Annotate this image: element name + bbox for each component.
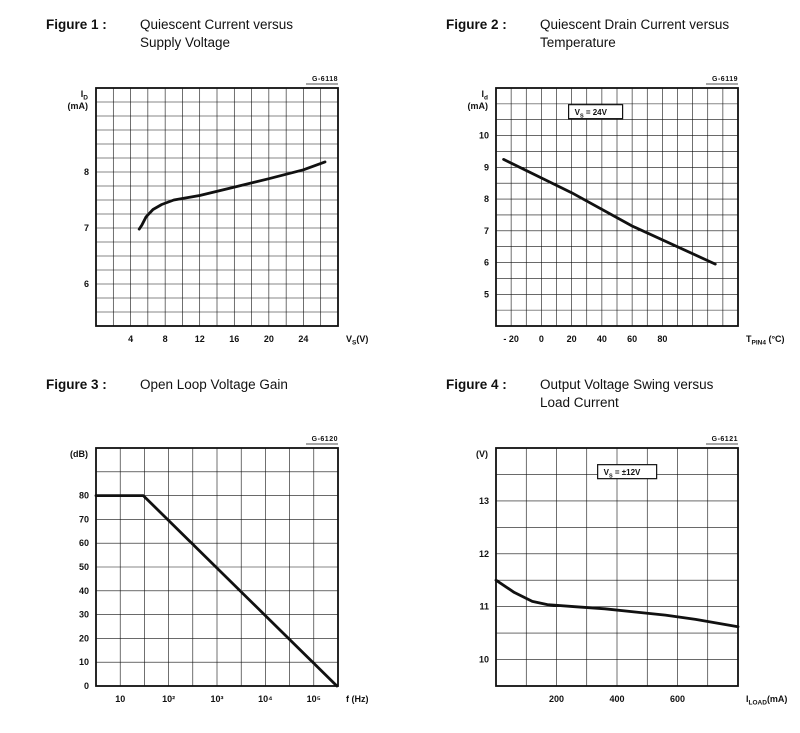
- svg-text:8: 8: [484, 194, 489, 204]
- svg-text:0: 0: [84, 681, 89, 691]
- figure-grid: Figure 1 : Quiescent Current versus Supp…: [0, 16, 800, 722]
- svg-text:6: 6: [84, 279, 89, 289]
- svg-text:6: 6: [484, 258, 489, 268]
- svg-text:20: 20: [567, 334, 577, 344]
- svg-text:12: 12: [195, 334, 205, 344]
- svg-text:40: 40: [79, 586, 89, 596]
- svg-text:10: 10: [79, 657, 89, 667]
- svg-text:200: 200: [549, 694, 564, 704]
- svg-text:7: 7: [484, 226, 489, 236]
- svg-text:600: 600: [670, 694, 685, 704]
- svg-text:(mA): (mA): [68, 101, 89, 111]
- svg-text:8: 8: [84, 167, 89, 177]
- svg-text:TPIN4 (°C): TPIN4 (°C): [746, 334, 785, 347]
- figure-2-chart: G-6119 Id(mA) 5 6 7 8 9 10 - 20 0 20 40 60 80 TPIN4 (°…: [468, 76, 785, 347]
- svg-text:60: 60: [79, 538, 89, 548]
- svg-text:- 20: - 20: [503, 334, 519, 344]
- svg-text:70: 70: [79, 514, 89, 524]
- figure-1-header: Figure 1 : Quiescent Current versus Supp…: [46, 16, 400, 60]
- svg-text:11: 11: [479, 602, 489, 612]
- svg-text:24: 24: [298, 334, 308, 344]
- figure-3-header: Figure 3 : Open Loop Voltage Gain: [46, 376, 400, 420]
- svg-text:10: 10: [115, 694, 125, 704]
- svg-text:G-6120: G-6120: [312, 436, 338, 443]
- svg-text:10²: 10²: [162, 694, 175, 704]
- svg-text:13: 13: [479, 496, 489, 506]
- svg-text:0: 0: [539, 334, 544, 344]
- figure-4: Figure 4 : Output Voltage Swing versus L…: [400, 376, 800, 722]
- svg-text:(V): (V): [476, 449, 488, 459]
- svg-text:Id: Id: [482, 89, 489, 102]
- svg-text:20: 20: [79, 633, 89, 643]
- figure-4-chart: G-6121 (V) 10 11 12 13 200 400 600 ILOAD(mA) VS = …: [476, 436, 787, 707]
- svg-text:9: 9: [484, 162, 489, 172]
- svg-text:4: 4: [128, 334, 133, 344]
- svg-text:80: 80: [79, 491, 89, 501]
- figure-2-header: Figure 2 : Quiescent Drain Current versu…: [446, 16, 800, 60]
- figure-1-label: Figure 1 :: [46, 17, 107, 32]
- svg-text:80: 80: [657, 334, 667, 344]
- svg-text:VS(V): VS(V): [346, 334, 368, 347]
- svg-text:60: 60: [627, 334, 637, 344]
- svg-text:10⁴: 10⁴: [258, 694, 272, 704]
- figure-3-title: Open Loop Voltage Gain: [140, 377, 288, 392]
- figure-1-title: Quiescent Current versus Supply Voltage: [140, 17, 294, 51]
- figure-3: Figure 3 : Open Loop Voltage Gain G-6120…: [0, 376, 400, 722]
- svg-text:10³: 10³: [210, 694, 223, 704]
- svg-text:40: 40: [597, 334, 607, 344]
- figure-2-title: Quiescent Drain Current versus Temperatu…: [540, 17, 730, 51]
- figure-2: Figure 2 : Quiescent Drain Current versu…: [400, 16, 800, 362]
- figure-3-label: Figure 3 :: [46, 377, 107, 392]
- svg-text:G-6119: G-6119: [712, 76, 738, 83]
- svg-text:50: 50: [79, 562, 89, 572]
- figure-2-label: Figure 2 :: [446, 17, 507, 32]
- svg-text:16: 16: [229, 334, 239, 344]
- svg-text:8: 8: [163, 334, 168, 344]
- figure-4-header: Figure 4 : Output Voltage Swing versus L…: [446, 376, 800, 420]
- svg-text:5: 5: [484, 289, 489, 299]
- svg-text:G-6118: G-6118: [312, 76, 338, 83]
- svg-text:ILOAD(mA): ILOAD(mA): [746, 694, 787, 707]
- svg-text:G-6121: G-6121: [712, 436, 738, 443]
- svg-text:400: 400: [609, 694, 624, 704]
- svg-text:f (Hz): f (Hz): [346, 694, 369, 704]
- svg-text:10: 10: [479, 655, 489, 665]
- svg-text:ID: ID: [81, 89, 89, 102]
- figure-4-title: Output Voltage Swing versus Load Current: [540, 377, 714, 411]
- svg-text:20: 20: [264, 334, 274, 344]
- svg-text:(dB): (dB): [70, 449, 88, 459]
- svg-text:30: 30: [79, 610, 89, 620]
- svg-text:12: 12: [479, 549, 489, 559]
- figure-4-label: Figure 4 :: [446, 377, 507, 392]
- figure-1-chart: G-6118 ID(mA) 6 7 8 4 8 12 16 20 24 VS(V): [68, 76, 369, 347]
- svg-text:VS = 24V: VS = 24V: [575, 108, 608, 120]
- svg-text:VS = ±12V: VS = ±12V: [604, 468, 641, 480]
- svg-text:(mA): (mA): [468, 101, 489, 111]
- figure-3-chart: G-6120 (dB) 0 10 20 30 40 50 60 70 80 10 10² 10³ 10⁴ 10…: [70, 436, 369, 704]
- svg-text:10: 10: [479, 131, 489, 141]
- figure-1: Figure 1 : Quiescent Current versus Supp…: [0, 16, 400, 362]
- svg-text:10⁵: 10⁵: [307, 694, 321, 704]
- svg-text:7: 7: [84, 223, 89, 233]
